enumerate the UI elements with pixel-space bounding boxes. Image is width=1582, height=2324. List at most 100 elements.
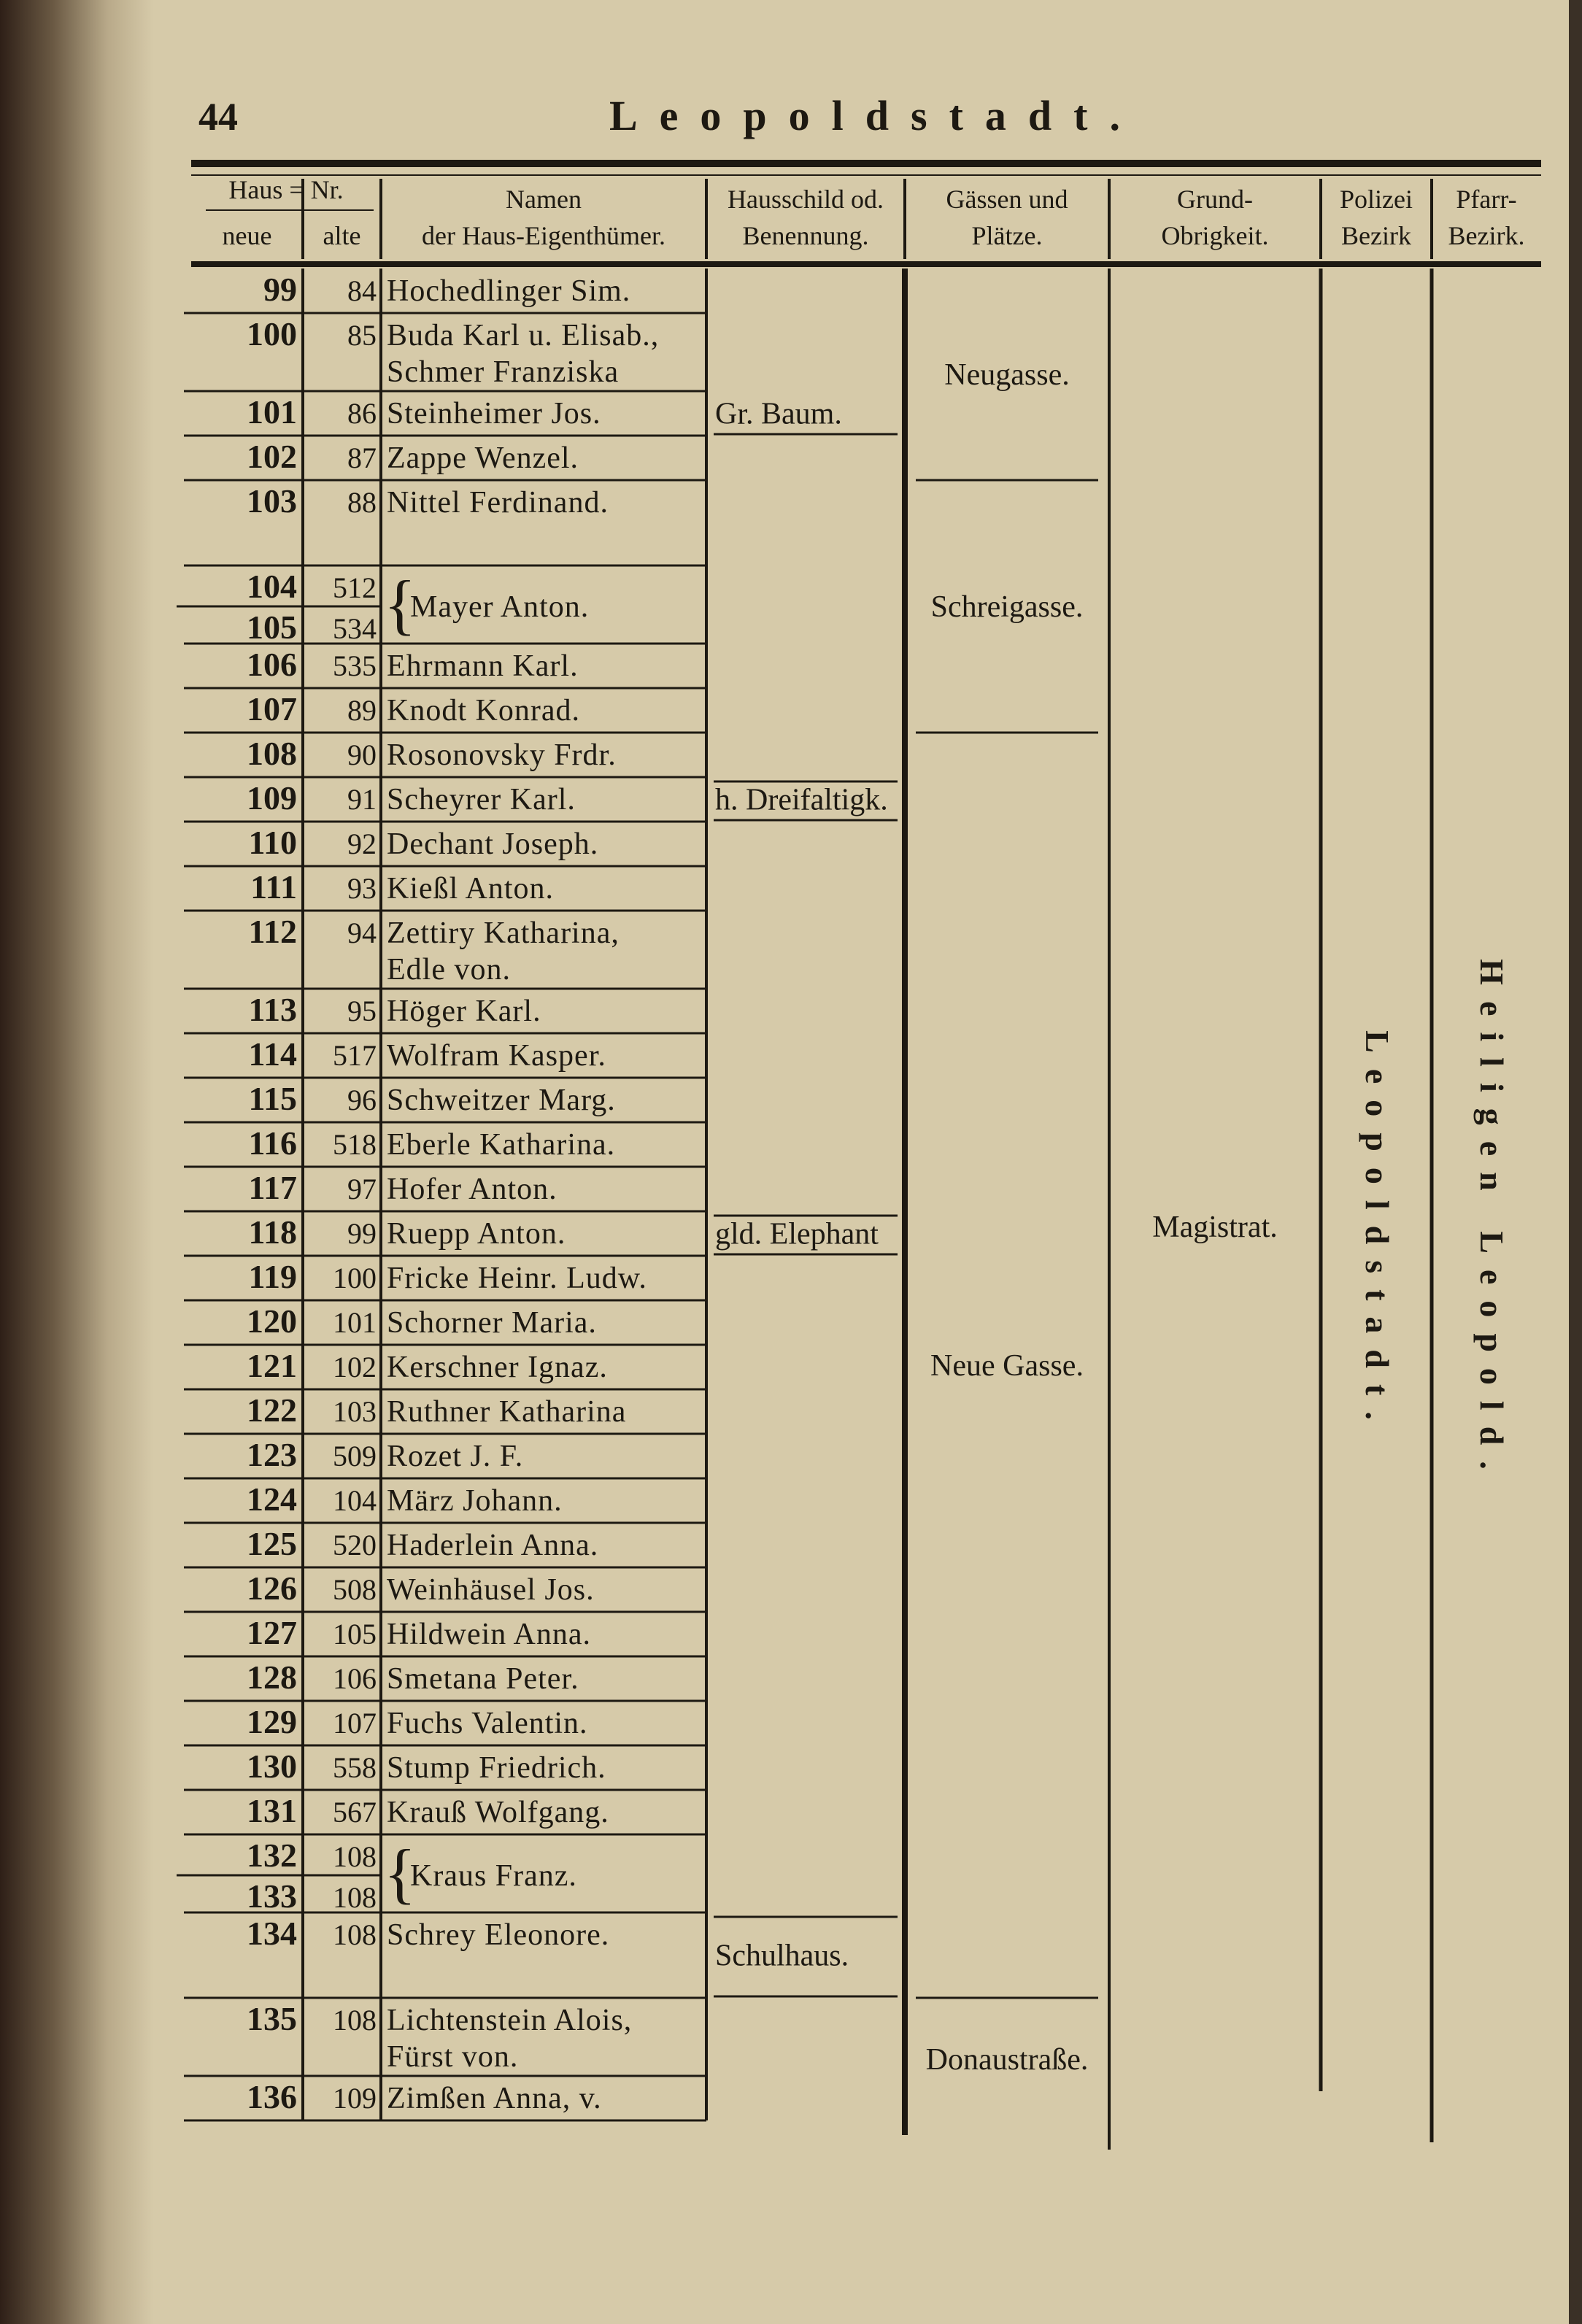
house-number-new: 131	[247, 1792, 297, 1829]
owner-name: Kraus Franz.	[410, 1859, 577, 1893]
house-number-old: 93	[347, 872, 377, 905]
owner-name: Zimßen Anna, v.	[387, 2082, 602, 2115]
owner-name: Knodt Konrad.	[387, 694, 580, 727]
owner-name: Buda Karl u. Elisab.,	[387, 319, 659, 352]
house-number-old: 104	[333, 1484, 377, 1517]
house-number-new: 104	[247, 568, 297, 605]
police-district: Leopoldstadt.	[1359, 1030, 1396, 1436]
house-number-new: 124	[247, 1481, 297, 1518]
owner-name: Fuchs Valentin.	[387, 1707, 588, 1740]
header-namen: der Haus-Eigenthümer.	[422, 221, 665, 250]
house-number-old: 108	[333, 1881, 377, 1914]
house-number-new: 111	[250, 868, 297, 906]
house-number-old: 105	[333, 1618, 377, 1651]
table: Haus = Nr. neue alte Namen der Haus-Eigenthü…	[177, 160, 1541, 2150]
header-polizei: Bezirk	[1341, 221, 1411, 250]
owner-name: März Johann.	[387, 1484, 563, 1518]
brace: {	[384, 1836, 416, 1910]
house-number-old: 95	[347, 995, 377, 1027]
right-edge	[1569, 0, 1582, 2324]
house-number-old: 520	[333, 1529, 377, 1561]
house-number-new: 114	[249, 1035, 297, 1073]
house-number-old: 94	[347, 916, 377, 949]
authority: Magistrat.	[1152, 1211, 1277, 1244]
owner-name: Schrey Eleonore.	[387, 1918, 609, 1952]
owner-name: Lichtenstein Alois,	[387, 2004, 632, 2037]
house-number-old: 89	[347, 694, 377, 727]
owner-name: Steinheimer Jos.	[387, 397, 601, 431]
house-number-new: 118	[249, 1213, 297, 1251]
house-number-old: 517	[333, 1039, 377, 1072]
house-number-new: 110	[249, 824, 297, 861]
header-alte: alte	[323, 221, 361, 250]
brace: {	[384, 567, 416, 641]
house-number-new: 128	[247, 1659, 297, 1696]
header-grund: Obrigkeit.	[1162, 221, 1269, 250]
owner-name: Fürst von.	[387, 2040, 518, 2074]
house-number-new: 107	[247, 690, 297, 727]
house-number-old: 102	[333, 1351, 377, 1383]
house-number-new: 134	[247, 1915, 297, 1952]
house-number-new: 113	[249, 991, 297, 1028]
header-neue: neue	[223, 221, 272, 250]
house-number-new: 127	[247, 1614, 297, 1651]
house-number-old: 558	[333, 1751, 377, 1784]
house-number-new: 109	[247, 779, 297, 817]
owner-name: Scheyrer Karl.	[387, 783, 576, 817]
page-title: Leopoldstadt.	[609, 92, 1142, 139]
house-number-old: 97	[347, 1173, 377, 1205]
owner-name: Hofer Anton.	[387, 1173, 557, 1206]
house-number-new: 132	[247, 1837, 297, 1874]
house-number-old: 103	[333, 1395, 377, 1428]
owner-name: Fricke Heinr. Ludw.	[387, 1262, 647, 1295]
house-sign: Gr. Baum.	[715, 398, 842, 431]
house-number-new: 105	[247, 609, 297, 646]
house-sign: gld. Elephant	[715, 1218, 879, 1251]
house-number-new: 121	[247, 1347, 297, 1384]
owner-name: Ehrmann Karl.	[387, 649, 579, 683]
street: Donaustraße.	[926, 2043, 1089, 2077]
house-number-old: 512	[333, 571, 377, 604]
house-number-new: 117	[249, 1169, 297, 1206]
house-number-old: 84	[347, 274, 377, 307]
house-number-new: 125	[247, 1525, 297, 1562]
owner-name: Dechant Joseph.	[387, 827, 598, 861]
owner-name: Hildwein Anna.	[387, 1618, 591, 1651]
header-pfarr: Pfarr-	[1456, 185, 1516, 214]
house-number-new: 136	[247, 2078, 297, 2115]
house-number-new: 119	[249, 1258, 297, 1295]
owner-name: Ruthner Katharina	[387, 1395, 626, 1429]
house-number-old: 88	[347, 486, 377, 519]
owner-name: Zettiry Katharina,	[387, 916, 620, 950]
house-number-new: 135	[247, 2000, 297, 2037]
house-number-old: 91	[347, 783, 377, 816]
house-number-old: 567	[333, 1796, 377, 1829]
owner-name: Rosonovsky Frdr.	[387, 738, 617, 772]
house-number-old: 534	[333, 612, 377, 645]
page-number: 44	[198, 95, 238, 139]
house-number-old: 108	[333, 2004, 377, 2037]
owner-name: Weinhäusel Jos.	[387, 1573, 595, 1607]
house-number-new: 106	[247, 646, 297, 683]
header-hausschild: Benennung.	[743, 221, 869, 250]
house-number-old: 99	[347, 1217, 377, 1250]
owner-name: Wolfram Kasper.	[387, 1039, 606, 1073]
house-number-old: 108	[333, 1918, 377, 1951]
owner-name: Höger Karl.	[387, 995, 541, 1028]
house-number-new: 99	[263, 271, 297, 308]
house-number-old: 508	[333, 1573, 377, 1606]
header-pfarr: Bezirk.	[1448, 221, 1525, 250]
owner-name: Krauß Wolfgang.	[387, 1796, 609, 1829]
house-number-new: 129	[247, 1703, 297, 1740]
house-number-new: 112	[249, 913, 297, 950]
house-number-new: 108	[247, 735, 297, 772]
house-number-old: 92	[347, 827, 377, 860]
owner-name: Ruepp Anton.	[387, 1217, 566, 1251]
book-edge	[0, 0, 153, 2324]
header-polizei: Polizei	[1340, 185, 1413, 214]
street: Schreigasse.	[931, 590, 1084, 624]
owner-name: Eberle Katharina.	[387, 1128, 615, 1162]
owner-name: Hochedlinger Sim.	[387, 274, 630, 308]
